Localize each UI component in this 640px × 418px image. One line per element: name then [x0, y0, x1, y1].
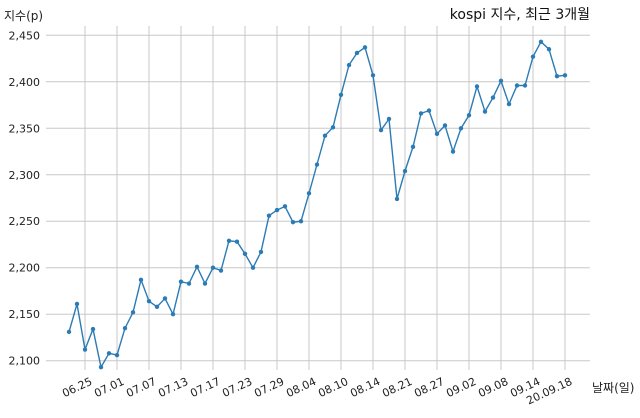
data-point — [378, 127, 384, 133]
x-tick-label: 07.23 — [220, 375, 254, 400]
data-point — [282, 204, 288, 209]
y-axis-title: 지수(p) — [4, 9, 43, 23]
data-point — [490, 95, 496, 100]
data-point — [434, 131, 440, 137]
series — [66, 39, 568, 370]
data-point — [402, 168, 408, 174]
data-point — [506, 101, 512, 107]
data-point — [474, 84, 480, 89]
data-point — [322, 133, 328, 138]
data-point — [170, 312, 176, 317]
data-point — [226, 238, 232, 243]
y-tick-label: 2,250 — [9, 215, 41, 228]
data-point — [210, 265, 216, 270]
y-tick-label: 2,100 — [9, 355, 41, 368]
data-point — [410, 144, 416, 150]
data-point — [554, 74, 560, 79]
data-point — [82, 347, 88, 352]
x-tick-label: 06.25 — [60, 375, 94, 400]
data-point — [258, 249, 264, 255]
data-point — [538, 39, 544, 45]
data-point — [354, 50, 360, 56]
y-tick-label: 2,450 — [9, 29, 41, 42]
data-point — [90, 326, 96, 332]
data-point — [562, 73, 568, 78]
data-point — [514, 83, 520, 88]
series-line — [68, 40, 566, 370]
data-point — [266, 213, 272, 218]
data-point — [370, 73, 376, 78]
data-point — [154, 304, 160, 309]
data-point — [250, 265, 256, 270]
chart-title: kospi 지수, 최근 3개월 — [450, 7, 590, 23]
data-point — [202, 281, 208, 286]
x-axis: 06.2507.0107.0707.1307.1707.2307.2908.04… — [60, 375, 574, 407]
y-tick-label: 2,150 — [9, 308, 41, 321]
x-tick-label: 09.02 — [444, 375, 478, 400]
data-point — [162, 296, 168, 301]
x-tick-label: 07.17 — [188, 375, 222, 400]
data-point — [122, 325, 128, 331]
data-point — [114, 352, 120, 358]
data-point — [330, 125, 336, 130]
data-point — [74, 301, 80, 307]
data-point — [194, 264, 200, 269]
data-point — [218, 268, 224, 273]
data-point — [362, 45, 368, 50]
data-point — [98, 365, 104, 370]
data-point — [66, 329, 72, 335]
data-point — [386, 116, 392, 122]
data-point — [306, 191, 312, 196]
data-point — [130, 310, 136, 315]
data-point — [234, 239, 240, 244]
data-point — [138, 277, 144, 283]
x-tick-label: 08.04 — [284, 375, 318, 400]
data-point — [314, 162, 320, 167]
data-point — [106, 351, 112, 356]
data-point — [186, 281, 192, 286]
data-point — [466, 113, 472, 118]
x-tick-label: 07.13 — [156, 375, 190, 400]
data-point — [498, 78, 504, 84]
x-tick-label: 08.27 — [412, 375, 446, 400]
x-tick-label: 08.10 — [316, 375, 350, 400]
x-tick-label: 07.01 — [92, 375, 126, 400]
x-tick-label: 07.29 — [252, 375, 286, 400]
data-point — [146, 299, 152, 304]
x-tick-label: 08.21 — [380, 375, 414, 400]
y-tick-label: 2,400 — [9, 76, 41, 89]
data-point — [522, 83, 528, 88]
data-point — [274, 207, 280, 213]
data-point — [178, 279, 184, 284]
data-point — [290, 219, 296, 225]
x-tick-label: 09.08 — [476, 375, 510, 400]
data-point — [458, 126, 464, 131]
data-point — [346, 62, 352, 68]
y-tick-label: 2,200 — [9, 262, 41, 275]
y-tick-label: 2,350 — [9, 122, 41, 135]
y-axis: 2,100 2,150 2,200 2,250 2,300 2,350 2,400 2,450 — [9, 29, 41, 367]
x-tick-label: 07.07 — [124, 375, 158, 400]
data-point — [530, 54, 536, 59]
x-axis-title: 날짜(일) — [592, 381, 634, 395]
grid — [46, 26, 590, 370]
x-tick-label: 08.14 — [348, 375, 382, 400]
data-point — [394, 196, 400, 202]
data-point — [546, 47, 552, 52]
data-point — [418, 111, 424, 116]
data-point — [338, 92, 344, 98]
data-point — [242, 251, 248, 256]
data-point — [426, 108, 432, 113]
data-point — [450, 149, 456, 154]
data-point — [442, 123, 448, 128]
y-tick-label: 2,300 — [9, 169, 41, 182]
data-point — [298, 219, 304, 224]
data-point — [482, 109, 488, 114]
